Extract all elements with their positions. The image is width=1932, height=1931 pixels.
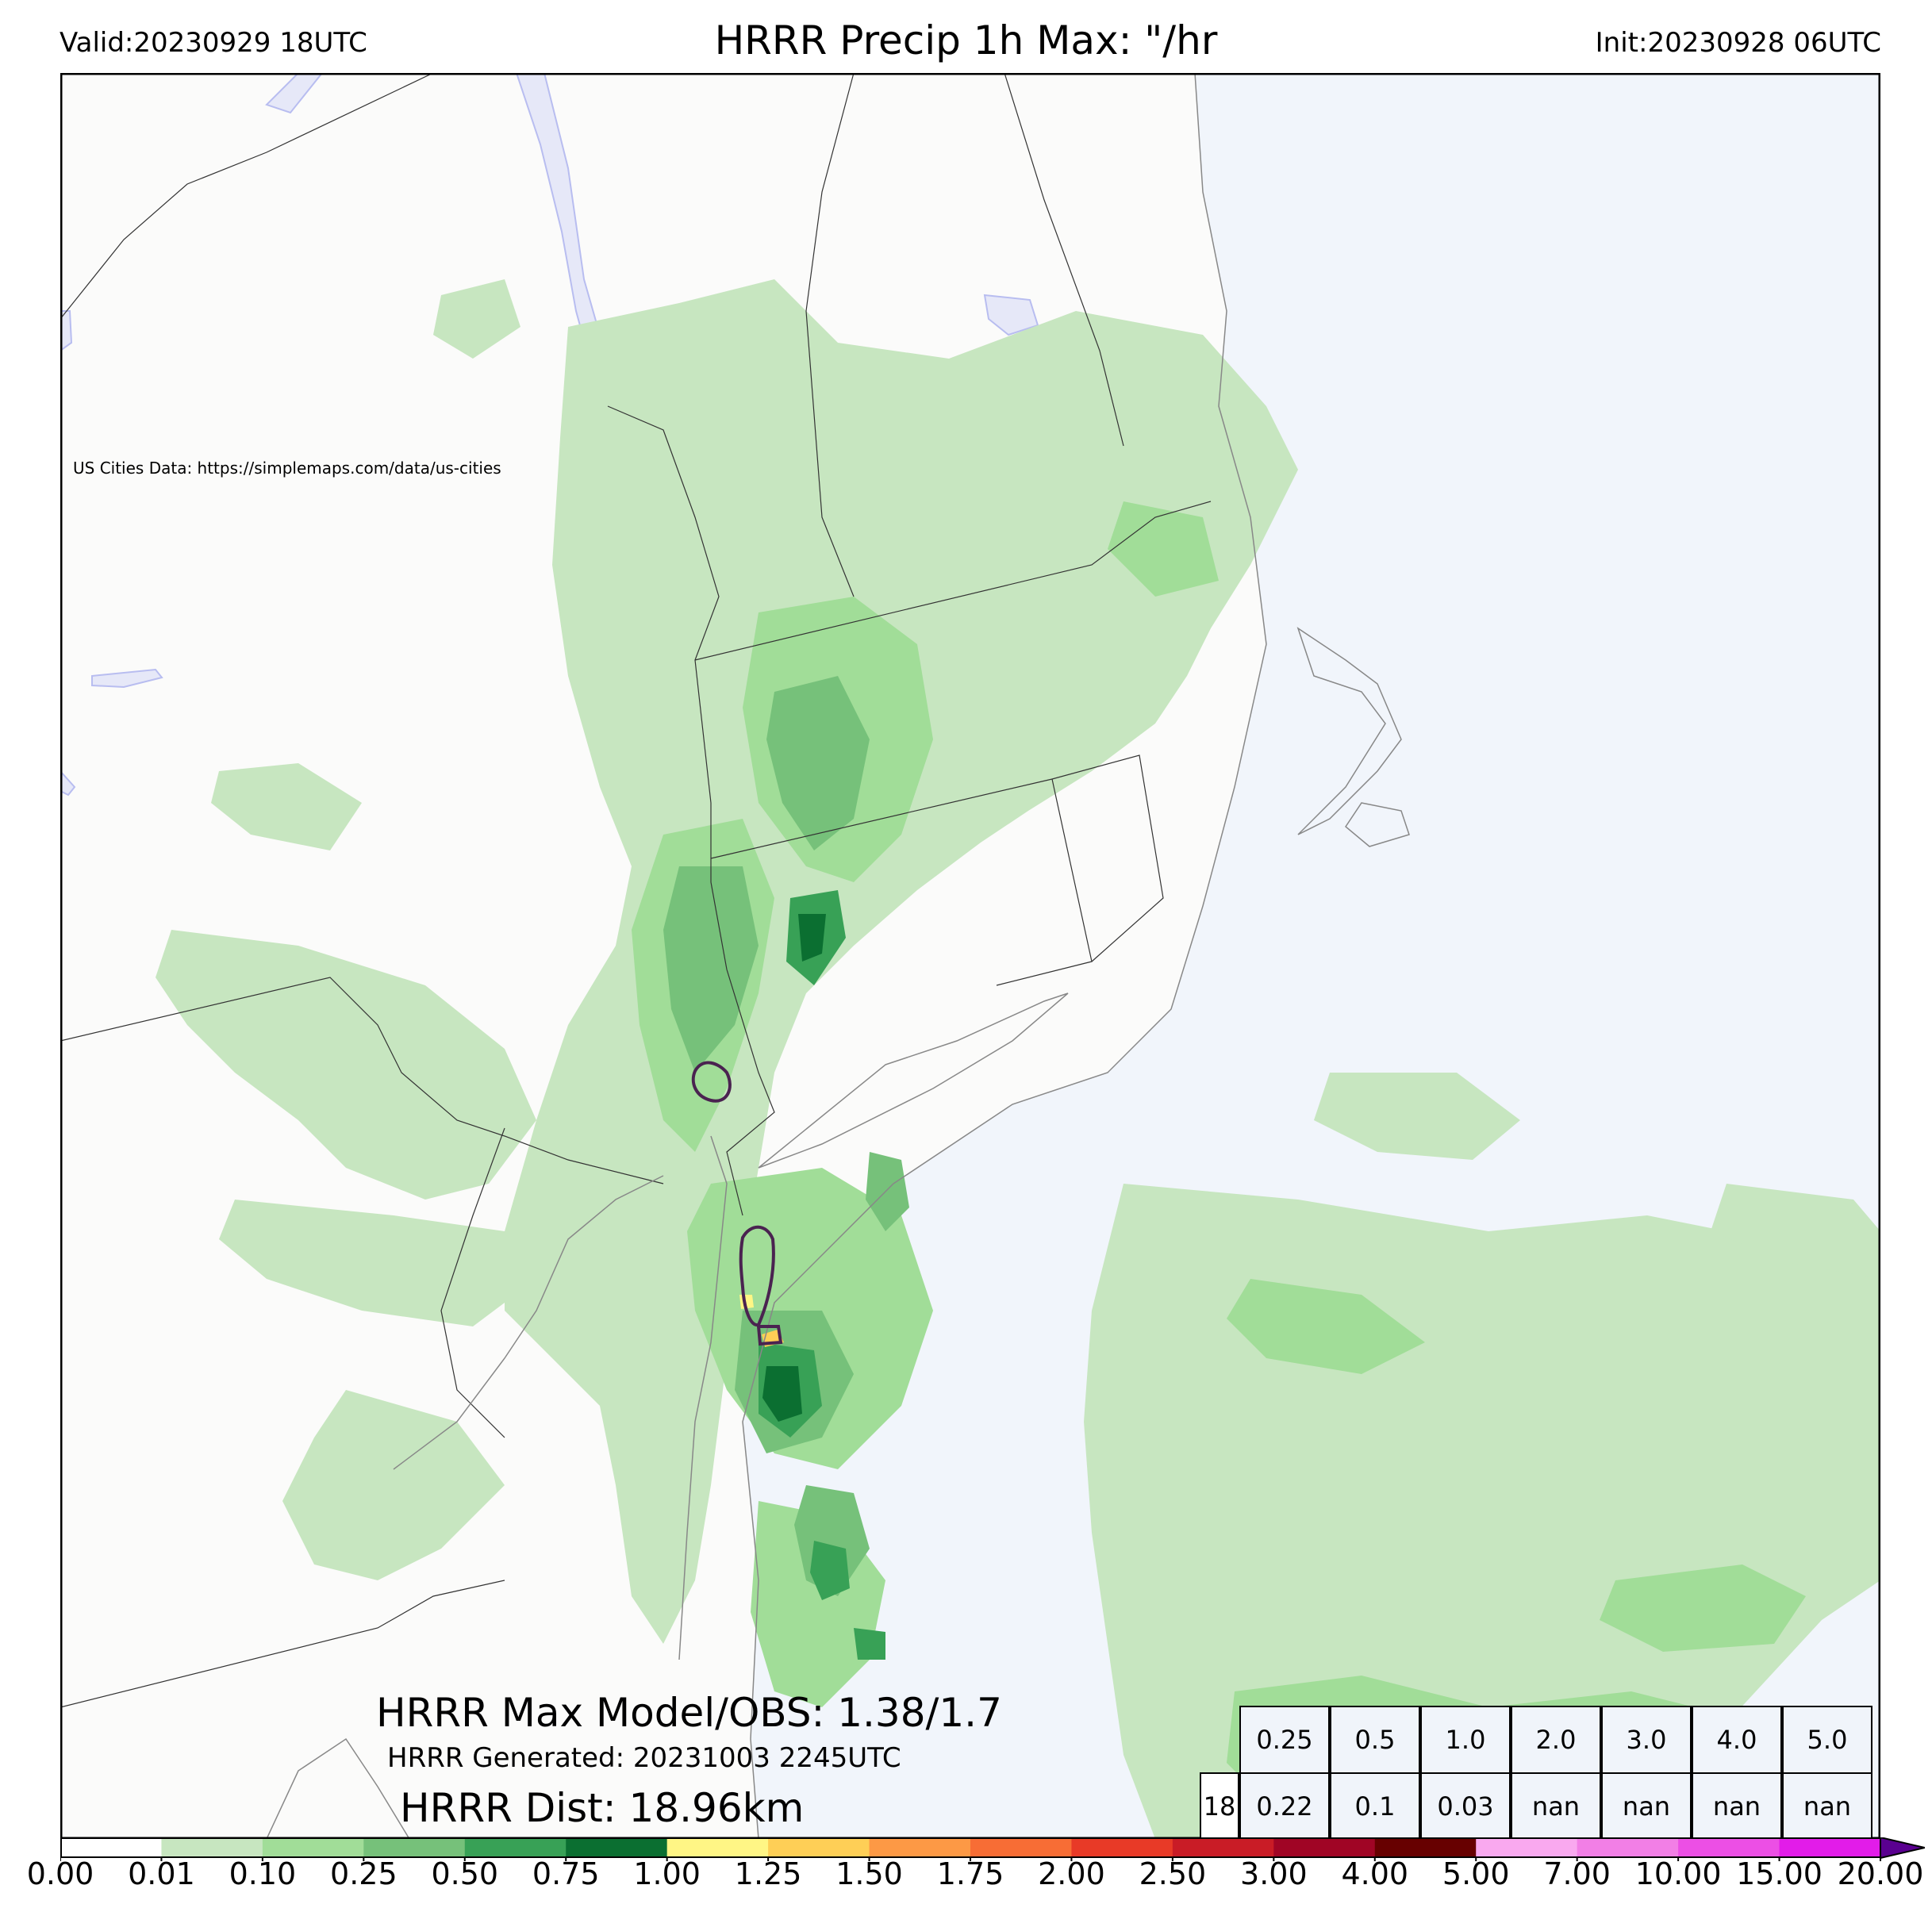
value-cell: 0.1 (1330, 1772, 1420, 1841)
value-cell: nan (1782, 1772, 1872, 1841)
data-credit: US Cities Data: https://simplemaps.com/d… (73, 459, 501, 478)
lake-shape (60, 770, 76, 797)
max-model-obs: HRRR Max Model/OBS: 1.38/1.7 (376, 1690, 1002, 1736)
colorbar-segment (566, 1837, 668, 1858)
hrrr-distance: HRRR Dist: 18.96km (400, 1785, 805, 1831)
colorbar-tick-label: 2.00 (1038, 1856, 1105, 1891)
colorbar-segment (161, 1837, 263, 1858)
precip-field (156, 279, 1880, 1839)
coastline (266, 73, 1410, 1839)
colorbar-segment (60, 1837, 162, 1858)
colorbar-segment (1071, 1837, 1173, 1858)
colorbar-tick-label: 7.00 (1543, 1856, 1611, 1891)
colorbar-tick-label: 1.75 (936, 1856, 1004, 1891)
colorbar-segment (1476, 1837, 1578, 1858)
precip-area-0.75 (762, 1366, 802, 1422)
precip-area-0.01 (1711, 1184, 1880, 1279)
value-cell: 0.22 (1239, 1772, 1330, 1841)
precip-area-0.01 (156, 930, 536, 1200)
precip-area-0.50 (810, 1541, 850, 1600)
obs-contour (739, 1225, 775, 1327)
threshold-cell: 2.0 (1511, 1706, 1601, 1774)
colorbar-tick-label: 3.00 (1240, 1856, 1308, 1891)
colorbar-tick-label: 1.00 (633, 1856, 701, 1891)
colorbar-tick-label: 1.50 (835, 1856, 903, 1891)
row-label-cell: 18 (1200, 1772, 1239, 1841)
threshold-cell: 5.0 (1782, 1706, 1872, 1774)
colorbar-segment (1678, 1837, 1780, 1858)
colorbar-extend-arrow (1880, 1837, 1925, 1860)
colorbar-tick-label: 10.00 (1634, 1856, 1722, 1891)
colorbar-segment (666, 1837, 769, 1858)
colorbar-segment (768, 1837, 870, 1858)
obs-contour (756, 1325, 783, 1346)
precip-area-0.01 (211, 763, 362, 850)
precip-area-0.25 (766, 676, 870, 850)
threshold-cell: 0.5 (1330, 1706, 1420, 1774)
precip-area-0.01 (1314, 1073, 1520, 1160)
colorbar-segment (262, 1837, 364, 1858)
colorbar-segment (1172, 1837, 1274, 1858)
valid-time: Valid:20230929 18UTC (60, 27, 367, 59)
lake-shape (91, 668, 163, 689)
threshold-cell: 1.0 (1420, 1706, 1511, 1774)
generated-time: HRRR Generated: 20231003 2245UTC (387, 1742, 901, 1774)
stats-table: 0.25 0.5 1.0 2.0 3.0 4.0 5.0 18 0.22 0.1… (1200, 1706, 1876, 1841)
value-cell: nan (1511, 1772, 1601, 1841)
stats-value-row: 18 0.22 0.1 0.03 nan nan nan nan (1200, 1772, 1876, 1841)
colorbar-tick-label: 0.25 (330, 1856, 398, 1891)
colorbar-segment (1374, 1837, 1477, 1858)
colorbar-tick-label: 0.01 (128, 1856, 195, 1891)
precip-area-0.50 (854, 1628, 885, 1660)
precip-area-0.01 (282, 1390, 505, 1580)
colorbar-tick-label: 2.50 (1139, 1856, 1207, 1891)
colorbar-segment (1273, 1837, 1376, 1858)
lake-shape (265, 73, 324, 114)
value-cell: 0.03 (1420, 1772, 1511, 1841)
value-cell: nan (1692, 1772, 1782, 1841)
stats-header-row: 0.25 0.5 1.0 2.0 3.0 4.0 5.0 (1200, 1706, 1876, 1774)
colorbar-tick-label: 0.50 (431, 1856, 499, 1891)
colorbar-segment (1577, 1837, 1679, 1858)
colorbar-tick-label: 4.00 (1341, 1856, 1409, 1891)
threshold-cell: 3.0 (1601, 1706, 1692, 1774)
colorbar-segment (869, 1837, 971, 1858)
colorbar-tick-label: 20.00 (1837, 1856, 1924, 1891)
precip-area-0.10 (1227, 1279, 1425, 1374)
threshold-cell: 4.0 (1692, 1706, 1782, 1774)
precip-map (60, 73, 1880, 1839)
precip-area-0.01 (219, 1200, 536, 1326)
colorbar-tick-label: 0.00 (26, 1856, 94, 1891)
precip-area-0.10 (1108, 501, 1219, 597)
colorbar-tick-label: 1.25 (734, 1856, 802, 1891)
colorbar-tick-label: 5.00 (1442, 1856, 1510, 1891)
colorbar-tick-label: 15.00 (1736, 1856, 1823, 1891)
precip-area-0.75 (798, 914, 826, 962)
chart-title: HRRR Precip 1h Max: "/hr (714, 17, 1218, 63)
init-time: Init:20230928 06UTC (1595, 27, 1881, 59)
colorbar-tick-label: 0.75 (532, 1856, 600, 1891)
colorbar-segment (1779, 1837, 1881, 1858)
colorbar-segment (464, 1837, 567, 1858)
obs-contours (691, 1061, 783, 1346)
colorbar (60, 1837, 1925, 1861)
lake-shape (983, 294, 1039, 336)
threshold-cell: 0.25 (1239, 1706, 1330, 1774)
state-borders (60, 73, 1212, 1708)
colorbar-tick-label: 0.10 (229, 1856, 297, 1891)
precip-area-0.10 (1600, 1564, 1806, 1652)
precip-area-0.01 (433, 279, 520, 359)
colorbar-segment (970, 1837, 1072, 1858)
colorbar-segment (363, 1837, 466, 1858)
colorbar-frame (60, 1837, 1881, 1858)
precip-area-0.25 (663, 866, 759, 1073)
precip-area-0.25 (866, 1152, 909, 1231)
value-cell: nan (1601, 1772, 1692, 1841)
obs-contour (691, 1061, 732, 1103)
